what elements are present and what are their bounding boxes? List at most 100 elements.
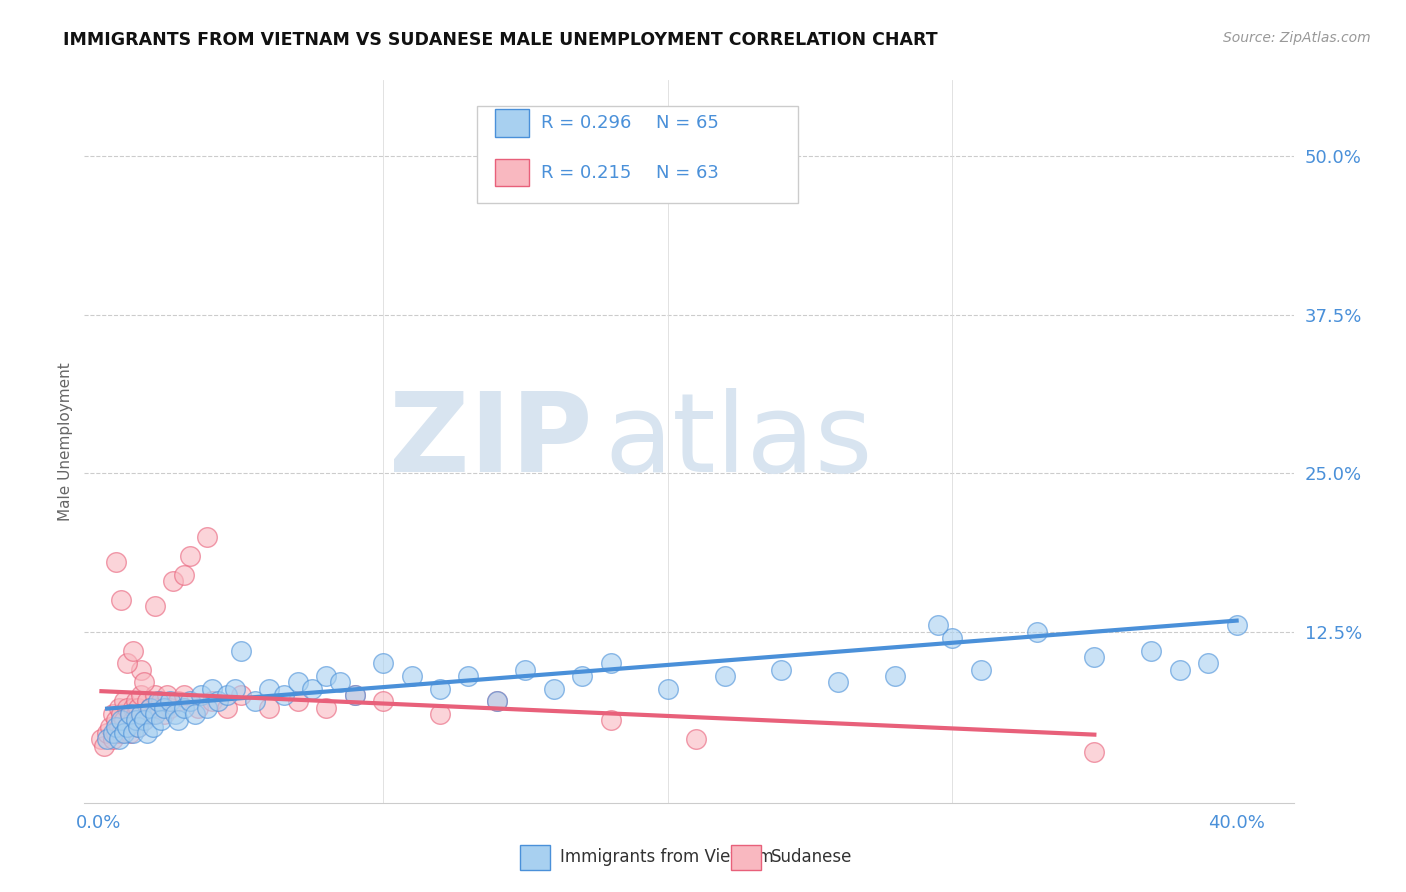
- Point: [93, 739, 115, 753]
- Point: [599, 657, 621, 671]
- Point: [884, 669, 907, 683]
- Point: [115, 720, 138, 734]
- Point: [150, 694, 173, 708]
- Point: [127, 720, 149, 734]
- Point: [224, 681, 246, 696]
- Point: [101, 732, 124, 747]
- Text: IMMIGRANTS FROM VIETNAM VS SUDANESE MALE UNEMPLOYMENT CORRELATION CHART: IMMIGRANTS FROM VIETNAM VS SUDANESE MALE…: [63, 31, 938, 49]
- Point: [90, 732, 112, 747]
- Text: R = 0.215: R = 0.215: [541, 164, 631, 182]
- Point: [121, 700, 143, 714]
- Point: [173, 700, 195, 714]
- Point: [110, 714, 132, 728]
- Point: [129, 688, 152, 702]
- Point: [429, 681, 451, 696]
- Point: [104, 555, 127, 569]
- Point: [301, 681, 323, 696]
- Point: [173, 567, 195, 582]
- Point: [429, 707, 451, 722]
- Point: [195, 700, 218, 714]
- Point: [827, 675, 849, 690]
- Point: [571, 669, 593, 683]
- Point: [343, 688, 366, 702]
- Point: [112, 694, 135, 708]
- Point: [1083, 650, 1105, 665]
- FancyBboxPatch shape: [478, 105, 797, 203]
- Point: [371, 694, 394, 708]
- Point: [543, 681, 565, 696]
- Point: [201, 681, 224, 696]
- Point: [173, 688, 195, 702]
- Point: [195, 530, 218, 544]
- Point: [184, 707, 207, 722]
- Point: [287, 694, 309, 708]
- Point: [159, 700, 181, 714]
- Point: [599, 714, 621, 728]
- Point: [259, 681, 281, 696]
- Point: [329, 675, 352, 690]
- Point: [121, 643, 143, 657]
- Point: [145, 707, 167, 722]
- Point: [124, 714, 146, 728]
- Point: [121, 726, 143, 740]
- Point: [115, 700, 138, 714]
- Point: [110, 707, 132, 722]
- Text: Immigrants from Vietnam: Immigrants from Vietnam: [560, 848, 773, 866]
- Point: [273, 688, 295, 702]
- Point: [145, 599, 167, 614]
- Point: [287, 675, 309, 690]
- Point: [315, 700, 337, 714]
- Point: [127, 700, 149, 714]
- Point: [156, 688, 179, 702]
- Point: [101, 707, 124, 722]
- Point: [229, 643, 252, 657]
- Point: [107, 720, 129, 734]
- Point: [142, 707, 165, 722]
- Point: [371, 657, 394, 671]
- Point: [529, 149, 551, 163]
- Point: [132, 714, 155, 728]
- Point: [115, 720, 138, 734]
- Text: N = 63: N = 63: [657, 164, 718, 182]
- Point: [179, 549, 201, 563]
- Point: [145, 688, 167, 702]
- Point: [969, 663, 991, 677]
- Point: [118, 707, 141, 722]
- Point: [112, 714, 135, 728]
- Point: [201, 694, 224, 708]
- Point: [96, 726, 118, 740]
- Text: R = 0.296: R = 0.296: [541, 114, 631, 132]
- Point: [129, 707, 152, 722]
- Y-axis label: Male Unemployment: Male Unemployment: [58, 362, 73, 521]
- Point: [118, 707, 141, 722]
- Point: [457, 669, 479, 683]
- Point: [1026, 624, 1049, 639]
- Point: [96, 732, 118, 747]
- Point: [343, 688, 366, 702]
- Point: [657, 681, 679, 696]
- Point: [215, 700, 238, 714]
- Bar: [495, 109, 529, 136]
- Point: [132, 675, 155, 690]
- Point: [110, 726, 132, 740]
- Point: [129, 707, 152, 722]
- Point: [139, 700, 162, 714]
- Text: atlas: atlas: [605, 388, 873, 495]
- Point: [124, 707, 146, 722]
- Point: [159, 694, 181, 708]
- Point: [136, 726, 159, 740]
- Point: [124, 694, 146, 708]
- Point: [104, 726, 127, 740]
- Text: N = 65: N = 65: [657, 114, 718, 132]
- Point: [1226, 618, 1249, 632]
- Point: [136, 694, 159, 708]
- Point: [485, 694, 508, 708]
- Point: [515, 663, 537, 677]
- Point: [153, 700, 176, 714]
- Point: [485, 694, 508, 708]
- Point: [1197, 657, 1219, 671]
- Point: [770, 663, 793, 677]
- Point: [259, 700, 281, 714]
- Point: [104, 714, 127, 728]
- Point: [112, 726, 135, 740]
